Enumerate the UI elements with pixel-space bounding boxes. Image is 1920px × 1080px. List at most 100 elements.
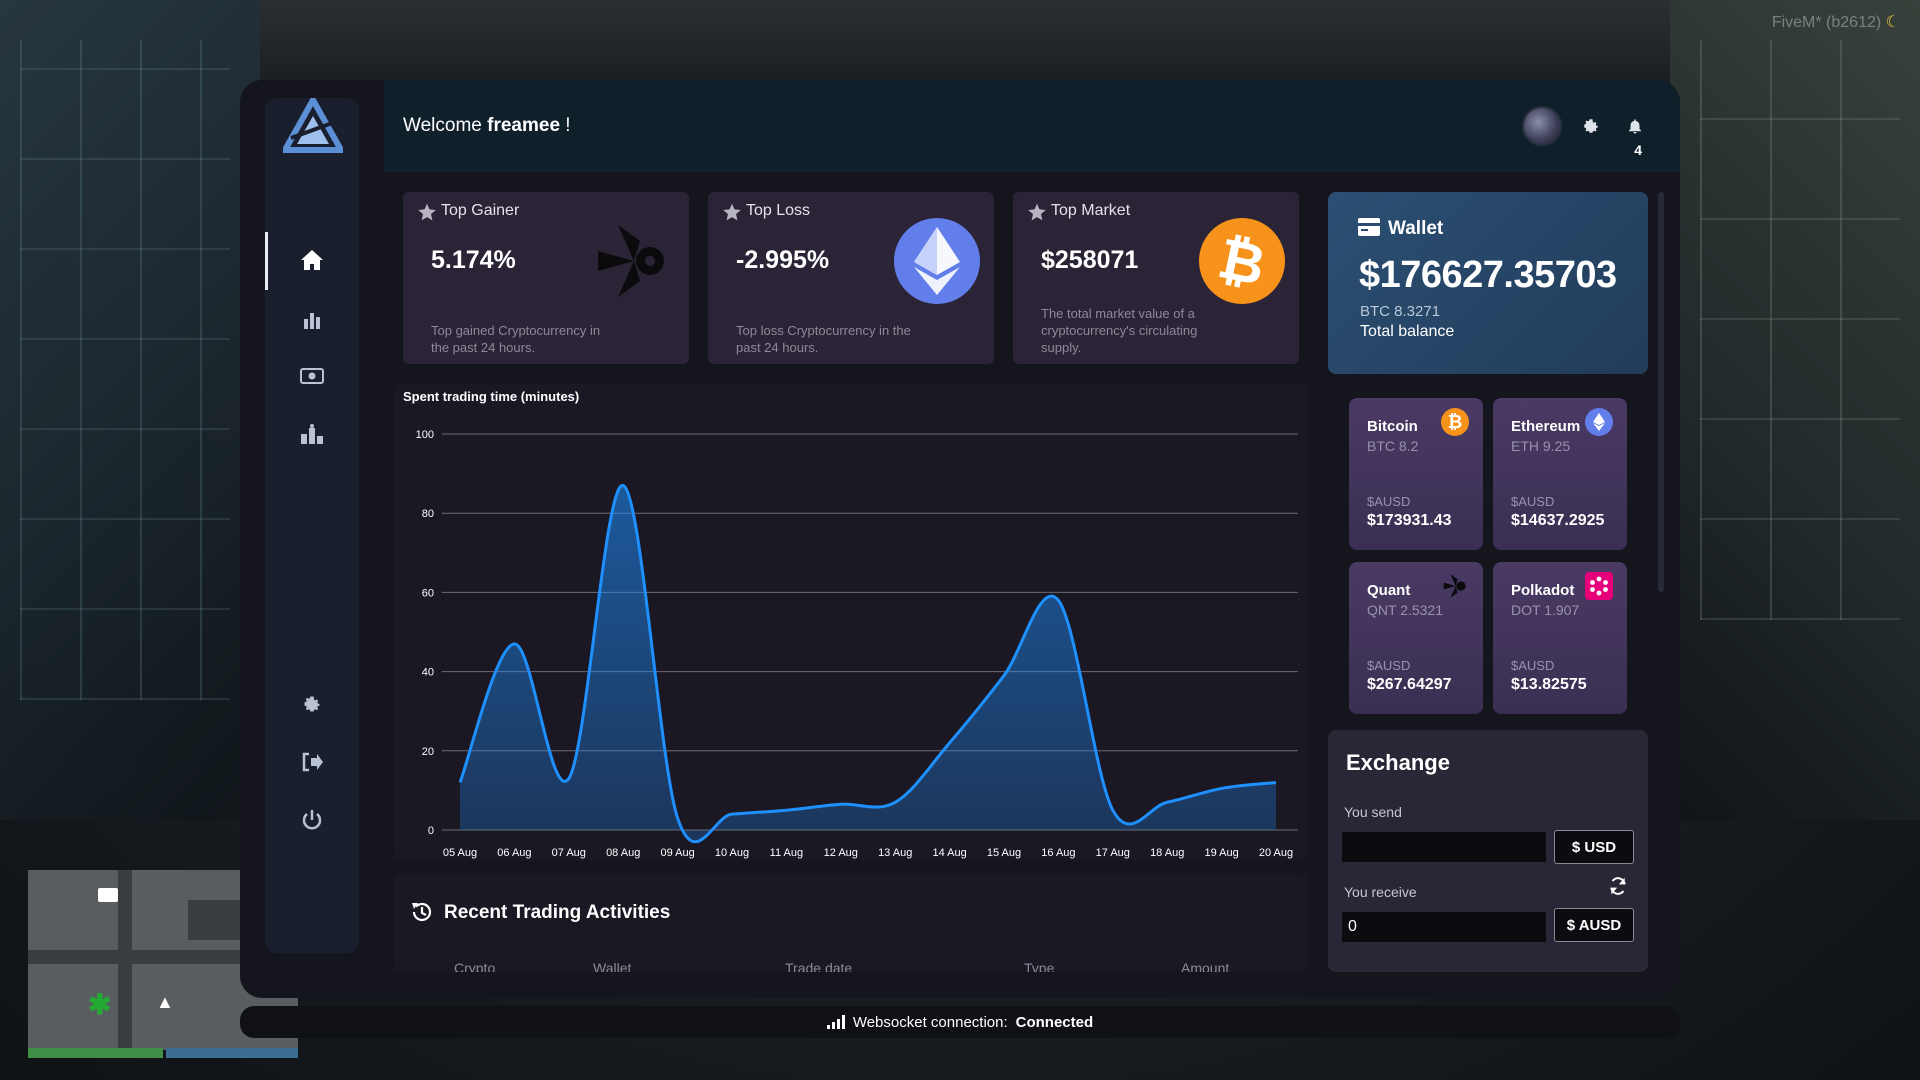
stat-card-top-gainer: Top Gainer 5.174% Top gained Cryptocurre… xyxy=(403,192,689,364)
coin-quantity: ETH 9.25 xyxy=(1511,438,1571,454)
nav-active-indicator xyxy=(265,232,268,290)
recent-panel-mask xyxy=(394,972,1308,992)
star-icon xyxy=(723,203,741,221)
coin-amount: $13.82575 xyxy=(1511,676,1587,693)
stat-title: Top Loss xyxy=(746,202,811,219)
stat-value: $258071 xyxy=(1041,246,1139,274)
wallet-balance: $176627.35703 xyxy=(1359,254,1617,296)
fivem-version-text: FiveM* (b2612) xyxy=(1771,14,1882,31)
send-amount-input[interactable] xyxy=(1342,832,1546,862)
polkadot-icon xyxy=(1585,572,1613,600)
coin-name: Polkadot xyxy=(1511,582,1575,599)
connection-status-label: Websocket connection: xyxy=(852,1013,1008,1031)
receive-currency-button[interactable]: $ AUSD xyxy=(1554,908,1634,942)
gear-icon[interactable] xyxy=(1576,111,1606,141)
armor-bar xyxy=(166,1048,298,1058)
coin-currency: $AUSD xyxy=(1511,494,1555,509)
background-ceiling xyxy=(260,0,1670,90)
home-icon xyxy=(301,250,323,270)
x-tick-label: 16 Aug xyxy=(1041,847,1075,859)
logout-icon xyxy=(302,752,323,772)
send-currency-button[interactable]: $ USD xyxy=(1554,830,1634,864)
scrollbar[interactable] xyxy=(1658,192,1664,592)
signal-icon xyxy=(826,1015,845,1029)
x-tick-label: 10 Aug xyxy=(715,847,749,859)
ethereum-icon xyxy=(1585,408,1613,436)
stat-description: Top loss Cryptocurrency in the past 24 h… xyxy=(736,323,911,355)
swap-refresh-icon[interactable] xyxy=(1608,876,1628,901)
topbar-actions xyxy=(1522,106,1650,146)
x-tick-label: 07 Aug xyxy=(552,847,586,859)
stat-description: Top gained Cryptocurrency in the past 24… xyxy=(431,323,601,355)
coin-amount: $14637.2925 xyxy=(1511,512,1605,529)
coin-tile-polkadot[interactable]: Polkadot DOT 1.907 $AUSD $13.82575 xyxy=(1493,562,1627,714)
briefcase-icon xyxy=(98,888,118,902)
coin-quantity: DOT 1.907 xyxy=(1511,602,1580,618)
app-logo xyxy=(279,93,347,154)
power-icon xyxy=(302,810,322,830)
stat-value: -2.995% xyxy=(736,246,830,274)
y-tick-label: 60 xyxy=(422,587,434,599)
y-tick-label: 100 xyxy=(416,429,434,441)
ethereum-icon xyxy=(894,218,980,304)
coin-tile-ethereum[interactable]: Ethereum ETH 9.25 $AUSD $14637.2925 xyxy=(1493,398,1627,550)
coin-name: Bitcoin xyxy=(1367,418,1418,435)
leaderboard-icon xyxy=(301,424,323,444)
coin-name: Quant xyxy=(1367,582,1411,599)
coin-name: Ethereum xyxy=(1511,418,1581,435)
coin-tile-quant[interactable]: Quant QNT 2.5321 $AUSD $267.64297 xyxy=(1349,562,1483,714)
history-icon xyxy=(410,900,434,929)
exchange-panel: Exchange You send $ USD You receive $ AU… xyxy=(1328,730,1648,972)
stat-description: The total market value of a cryptocurren… xyxy=(1041,306,1198,355)
background-window-left xyxy=(0,0,260,820)
receive-amount-input[interactable] xyxy=(1342,912,1546,942)
coin-tile-bitcoin[interactable]: Bitcoin BTC 8.2 $AUSD $173931.43 ₿ xyxy=(1349,398,1483,550)
fivem-version-tag: FiveM* (b2612) ☾ xyxy=(1772,12,1900,32)
sidebar-item-power[interactable] xyxy=(265,800,359,840)
wallet-total-label: Total balance xyxy=(1360,323,1455,340)
coin-currency: $AUSD xyxy=(1511,658,1555,673)
quant-icon xyxy=(589,218,675,304)
x-tick-label: 12 Aug xyxy=(824,847,858,859)
sidebar-item-settings[interactable] xyxy=(265,684,359,724)
y-tick-label: 40 xyxy=(422,667,434,679)
coin-currency: $AUSD xyxy=(1367,494,1411,509)
chart-title: Spent trading time (minutes) xyxy=(403,389,580,404)
sidebar-item-logout[interactable] xyxy=(265,742,359,782)
username: freamee xyxy=(487,115,561,136)
sidebar-item-leaderboard[interactable] xyxy=(265,414,359,454)
exchange-title: Exchange xyxy=(1346,750,1450,775)
sidebar-item-money[interactable] xyxy=(265,356,359,396)
stat-title: Top Market xyxy=(1051,202,1131,219)
series-line xyxy=(458,483,1277,844)
receive-label: You receive xyxy=(1344,884,1417,900)
player-marker-icon: ▲ xyxy=(156,992,174,1012)
x-tick-label: 17 Aug xyxy=(1096,847,1130,859)
wallet-btc: BTC 8.3271 xyxy=(1360,303,1441,320)
stat-card-top-market: Top Market $258071 The total market valu… xyxy=(1013,192,1299,364)
x-tick-label: 14 Aug xyxy=(932,847,966,859)
stat-card-top-loss: Top Loss -2.995% Top loss Cryptocurrency… xyxy=(708,192,994,364)
wallet-card: Wallet $176627.35703 BTC 8.3271 Total ba… xyxy=(1328,192,1648,374)
sidebar-item-stats[interactable] xyxy=(265,300,359,340)
quant-icon xyxy=(1441,572,1469,600)
y-tick-label: 0 xyxy=(428,825,434,837)
x-tick-label: 13 Aug xyxy=(878,847,912,859)
bar-chart-icon xyxy=(304,313,320,329)
connection-status-bar: Websocket connection: Connected xyxy=(240,1006,1680,1038)
sidebar-item-home[interactable] xyxy=(265,240,359,280)
background-window-right xyxy=(1670,0,1920,820)
series-area xyxy=(460,485,1276,842)
avatar[interactable] xyxy=(1522,106,1562,146)
coin-amount: $173931.43 xyxy=(1367,512,1452,529)
connection-status-value: Connected xyxy=(1015,1013,1094,1031)
x-tick-label: 05 Aug xyxy=(443,847,477,859)
welcome-message: Welcome freamee ! xyxy=(403,115,571,136)
stat-value: 5.174% xyxy=(431,246,516,274)
hospital-icon: ✱ xyxy=(88,989,112,1020)
health-bar xyxy=(28,1048,163,1058)
health-armor-bars xyxy=(28,1048,298,1058)
bell-icon[interactable] xyxy=(1620,111,1650,141)
send-label: You send xyxy=(1344,804,1402,820)
x-tick-label: 06 Aug xyxy=(497,847,531,859)
